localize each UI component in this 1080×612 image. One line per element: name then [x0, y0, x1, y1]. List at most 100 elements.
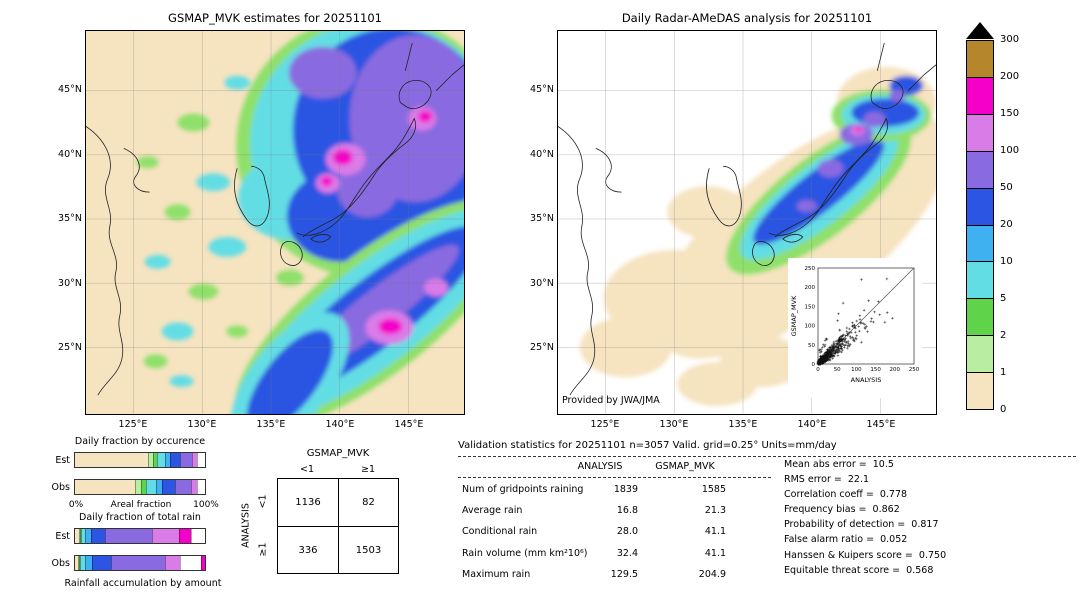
validation-row-label: Num of gridpoints raining — [462, 484, 584, 496]
total-obs-bar — [74, 555, 206, 571]
bar-segment-blue — [162, 480, 176, 494]
bar-segment-cream — [75, 556, 78, 570]
lat-tick-label: 25°N — [58, 342, 82, 353]
skill-scores: Mean abs error = 10.5 RMS error = 22.1 Cor… — [784, 457, 1076, 578]
lon-tick-label: 135°E — [728, 419, 758, 430]
score-line: Hanssen & Kuipers score = 0.750 — [784, 549, 947, 561]
precipitation-blobs — [136, 31, 464, 414]
lat-tick-label: 35°N — [530, 213, 554, 224]
colorbar-segment — [967, 188, 993, 226]
contingency-cell: 82 — [338, 479, 398, 526]
scatter-points — [816, 277, 894, 366]
bar-segment-cream — [75, 480, 135, 494]
coastlines — [558, 42, 936, 396]
colorbar-tick-label: 200 — [1000, 71, 1020, 82]
lat-tick-label: 40°N — [530, 148, 554, 160]
colorbar-tick-label: 1 — [1000, 367, 1007, 378]
bar-segment-orchid — [164, 556, 181, 570]
bar-segment-white — [190, 529, 205, 543]
left-map-precipitation-field — [86, 31, 464, 414]
colorbar-overflow-arrow — [966, 22, 994, 39]
validation-row-label: Maximum rain — [462, 568, 531, 580]
contingency-row-title: ANALYSIS — [240, 503, 252, 548]
bar-segment-purple — [175, 480, 191, 494]
scatter-ylabel: GSMAP_MVK — [790, 295, 798, 336]
bar-segment-green — [80, 529, 82, 543]
bar-segment-cyan — [146, 480, 156, 494]
contingency-cell: 1503 — [338, 526, 398, 573]
validation-table-row: Maximum rain 129.5 204.9 — [458, 564, 773, 585]
bar-segment-green — [78, 556, 81, 570]
colorbar-tick-label: 0 — [1000, 404, 1007, 415]
scatter-x-tick: 150 — [870, 367, 881, 373]
colorbar — [966, 40, 994, 410]
axis-0pct-label: 0% — [68, 500, 84, 510]
scatter-y-tick: 150 — [805, 304, 816, 310]
scatter-x-tick: 100 — [851, 367, 862, 373]
validation-row-label: Rain volume (mm km²10⁶) — [462, 547, 588, 559]
contingency-col-label-lt1: <1 — [299, 464, 314, 475]
scatter-x-tick: 200 — [890, 367, 901, 373]
scatter-tick-labels: 00 50 50 100 100 150 150 200 200 250 250 — [805, 266, 920, 373]
score-line: Probability of detection = 0.817 — [784, 519, 939, 531]
bar-segment-purple — [104, 529, 152, 543]
bar-segment-blue — [91, 556, 112, 570]
bar-segment-white — [197, 453, 205, 467]
scatter-y-tick: 0 — [812, 362, 816, 368]
bar-segment-orchid — [191, 453, 198, 467]
bar-segment-blue — [90, 529, 105, 543]
validation-row-value: 32.4 — [616, 547, 638, 559]
lon-tick-label: 145°E — [394, 419, 424, 430]
bar-segment-orchid — [190, 480, 198, 494]
bar-segment-cyan — [81, 529, 86, 543]
contingency-col-title: GSMAP_MVK — [306, 448, 370, 459]
lon-tick-label: 140°E — [325, 419, 355, 430]
validation-row-value: 16.8 — [616, 505, 638, 517]
right-map: 0 0 50 50 100 100 150 150 200 200 250 250 ANALYSIS … — [557, 30, 937, 415]
bar-segment-cream — [75, 453, 148, 467]
colorbar-segment — [967, 151, 993, 189]
precipitation-blobs — [579, 66, 936, 407]
bar-segment-white — [197, 480, 205, 494]
colorbar-segment — [967, 336, 993, 374]
validation-row-value: 41.1 — [704, 526, 726, 538]
scatter-y-tick: 50 — [808, 343, 815, 349]
bar-segment-palegreen — [134, 480, 142, 494]
bar-segment-green — [141, 480, 147, 494]
validation-row-value: 28.0 — [616, 526, 638, 538]
axis-areal-fraction-label: Areal fraction — [110, 500, 172, 510]
bar-segment-orchid — [151, 529, 179, 543]
bar-segment-magenta — [201, 556, 205, 570]
colorbar-segment — [967, 373, 993, 410]
score-line: Equitable threat score = 0.568 — [784, 564, 934, 576]
lat-tick-label: 45°N — [530, 84, 554, 95]
est-row-label: Est — [55, 455, 70, 466]
bar-segment-cream — [75, 529, 79, 543]
bar-segment-palegreen — [78, 529, 81, 543]
scatter-y-tick: 250 — [805, 266, 816, 272]
scatter-y-tick: 200 — [805, 285, 816, 291]
lat-tick-label: 35°N — [58, 213, 82, 224]
colorbar-segment — [967, 225, 993, 263]
bar-segment-cyan — [156, 453, 165, 467]
validation-row-label: Average rain — [462, 505, 523, 517]
lat-tick-label: 30°N — [58, 277, 82, 289]
contingency-row-label-ge1: ≥1 — [257, 542, 269, 557]
lon-tick-label: 135°E — [256, 419, 286, 430]
data-credit: Provided by JWA/JMA — [562, 395, 660, 406]
scatter-x-tick: 250 — [909, 367, 920, 373]
score-line: Correlation coeff = 0.778 — [784, 489, 908, 501]
colorbar-segment — [967, 41, 993, 78]
validation-row-value: 204.9 — [698, 568, 726, 580]
contingency-cell: 1136 — [295, 497, 321, 508]
colorbar-segment — [967, 77, 993, 115]
scatter-x-tick: 50 — [834, 367, 841, 373]
lat-tick-label: 40°N — [58, 148, 82, 160]
lon-tick-label: 125°E — [590, 419, 620, 430]
colorbar-tick-label: 100 — [1000, 145, 1020, 156]
occurrence-est-bar — [74, 452, 206, 468]
lat-tick-label: 30°N — [530, 277, 554, 289]
lon-tick-label: 145°E — [866, 419, 896, 430]
